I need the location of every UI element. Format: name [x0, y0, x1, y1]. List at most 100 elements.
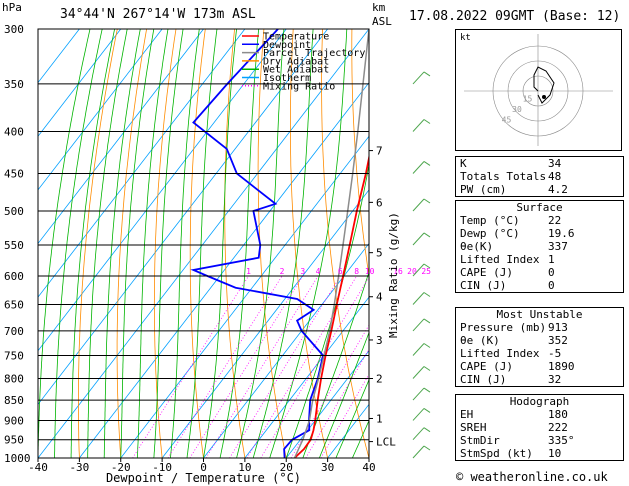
dry-adiabat-line	[257, 29, 287, 458]
km-tick-label: 1	[376, 412, 383, 425]
row-label: Totals Totals	[460, 170, 547, 183]
wind-barb	[423, 198, 431, 204]
x-tick-label: -40	[28, 461, 48, 474]
credit-text: © weatheronline.co.uk	[456, 470, 608, 484]
row-label: SREH	[460, 421, 487, 434]
dry-adiabat-line	[116, 29, 147, 458]
table-row: Lifted Index -5	[456, 347, 623, 360]
hodograph-trace	[533, 66, 555, 104]
row-value: 352	[548, 334, 568, 347]
wind-barb	[423, 119, 431, 124]
isotherm-line	[368, 457, 369, 458]
table-row: CAPE (J) 0	[456, 266, 623, 279]
row-value: 335°	[548, 434, 575, 447]
hodograph-kt-label: kt	[460, 33, 471, 43]
x-tick-label: 30	[321, 461, 334, 474]
row-value: 4.2	[548, 183, 568, 196]
wet-adiabat-line	[70, 29, 115, 458]
mixing-ratio-line	[189, 275, 304, 458]
wind-barb	[423, 343, 431, 348]
row-label: CAPE (J)	[460, 360, 513, 373]
pressure-tick-label: 1000	[4, 452, 31, 465]
row-value: 1	[548, 253, 555, 266]
mixing-ratio-label: 1	[246, 267, 251, 276]
wind-barb	[423, 427, 431, 433]
mixing-ratio-label: 3	[300, 267, 305, 276]
hodograph-table: Hodograph EH 180 SREH 222 StmDir 335° StmSpd (k…	[455, 394, 624, 461]
dry-adiabat-line	[351, 29, 369, 278]
hodograph-ring-label: 45	[502, 116, 512, 125]
wind-barb	[423, 232, 431, 238]
isotherm-line	[203, 242, 369, 458]
x-tick-label: 40	[362, 461, 375, 474]
table-row: Dewp (°C) 19.6	[456, 227, 623, 240]
km-tick-label: 5	[376, 247, 383, 260]
wet-adiabat-line	[252, 29, 314, 458]
isotherm-line	[38, 29, 369, 458]
x-tick-label: 10	[238, 461, 251, 474]
wind-barb	[412, 71, 425, 85]
row-value: 32	[548, 373, 562, 386]
table-row: EH 180	[456, 408, 623, 421]
row-value: 19.6	[548, 227, 575, 240]
storm-motion-marker	[542, 95, 546, 99]
km-tick-label: 4	[376, 291, 383, 304]
pressure-tick-label: 450	[4, 167, 24, 180]
legend-label: Wet Adiabat	[263, 65, 329, 76]
isotherm-line	[161, 189, 369, 458]
dry-adiabat-line	[224, 29, 246, 458]
row-value: -5	[548, 347, 562, 360]
row-label: Dewp (°C)	[460, 227, 520, 240]
table-row: Pressure (mb) 913	[456, 321, 623, 334]
table-row: CIN (J) 32	[456, 373, 623, 386]
x-tick-label: -20	[111, 461, 131, 474]
wind-barb	[412, 232, 425, 246]
row-value: 0	[548, 266, 555, 279]
dry-adiabat-line	[411, 29, 451, 458]
row-label: CIN (J)	[460, 373, 507, 386]
wind-barb	[412, 161, 425, 174]
isotherm-line	[285, 350, 369, 458]
table-row: Totals Totals 48	[456, 170, 623, 183]
hpa-label: hPa	[2, 1, 22, 14]
row-label: PW (cm)	[460, 183, 507, 196]
series-line-temperature	[293, 153, 369, 458]
pressure-tick-label: 600	[4, 270, 24, 283]
table-row: StmSpd (kt) 10	[456, 447, 623, 460]
row-value: 1890	[548, 360, 575, 373]
wind-barb	[412, 292, 425, 305]
km-tick-label: 7	[376, 145, 383, 158]
table-title: Hodograph	[509, 395, 570, 408]
km-label: km	[372, 1, 386, 14]
pressure-tick-label: 950	[4, 434, 24, 447]
mixing-ratio-label: 6	[338, 267, 343, 276]
row-value: 34	[548, 157, 562, 170]
wind-barb	[412, 198, 425, 212]
pressure-tick-label: 500	[4, 205, 24, 218]
wind-barb	[423, 161, 431, 166]
pressure-tick-label: 750	[4, 349, 24, 362]
mixing-ratio-label: 16	[393, 267, 403, 276]
wind-barb	[423, 263, 431, 269]
row-label: Pressure (mb)	[460, 321, 547, 334]
row-value: 10	[548, 447, 562, 460]
wind-barb	[412, 343, 425, 356]
wind-barb	[412, 427, 425, 441]
pressure-tick-label: 800	[4, 372, 24, 385]
mixing-ratio-label: 25	[421, 267, 431, 276]
series-line-parcel-trajectory	[293, 29, 369, 458]
hodograph-ring	[522, 75, 554, 107]
skewt-diagram: 1 2 3 4 6 8 10 16 20 2530035040045050055060065070…	[2, 1, 451, 485]
mixing-ratio-label: 2	[280, 267, 285, 276]
row-value: 913	[548, 321, 568, 334]
hodograph-ring-label: 30	[512, 105, 522, 114]
row-label: θe (K)	[460, 334, 500, 347]
isotherm-line	[244, 296, 369, 458]
wind-barb	[412, 119, 425, 132]
table-row: CIN (J) 0	[456, 279, 623, 292]
table-title: Surface	[516, 201, 563, 214]
mixing-ratio-label: 10	[365, 267, 375, 276]
isotherm-line	[38, 29, 287, 352]
pressure-tick-label: 350	[4, 78, 24, 91]
